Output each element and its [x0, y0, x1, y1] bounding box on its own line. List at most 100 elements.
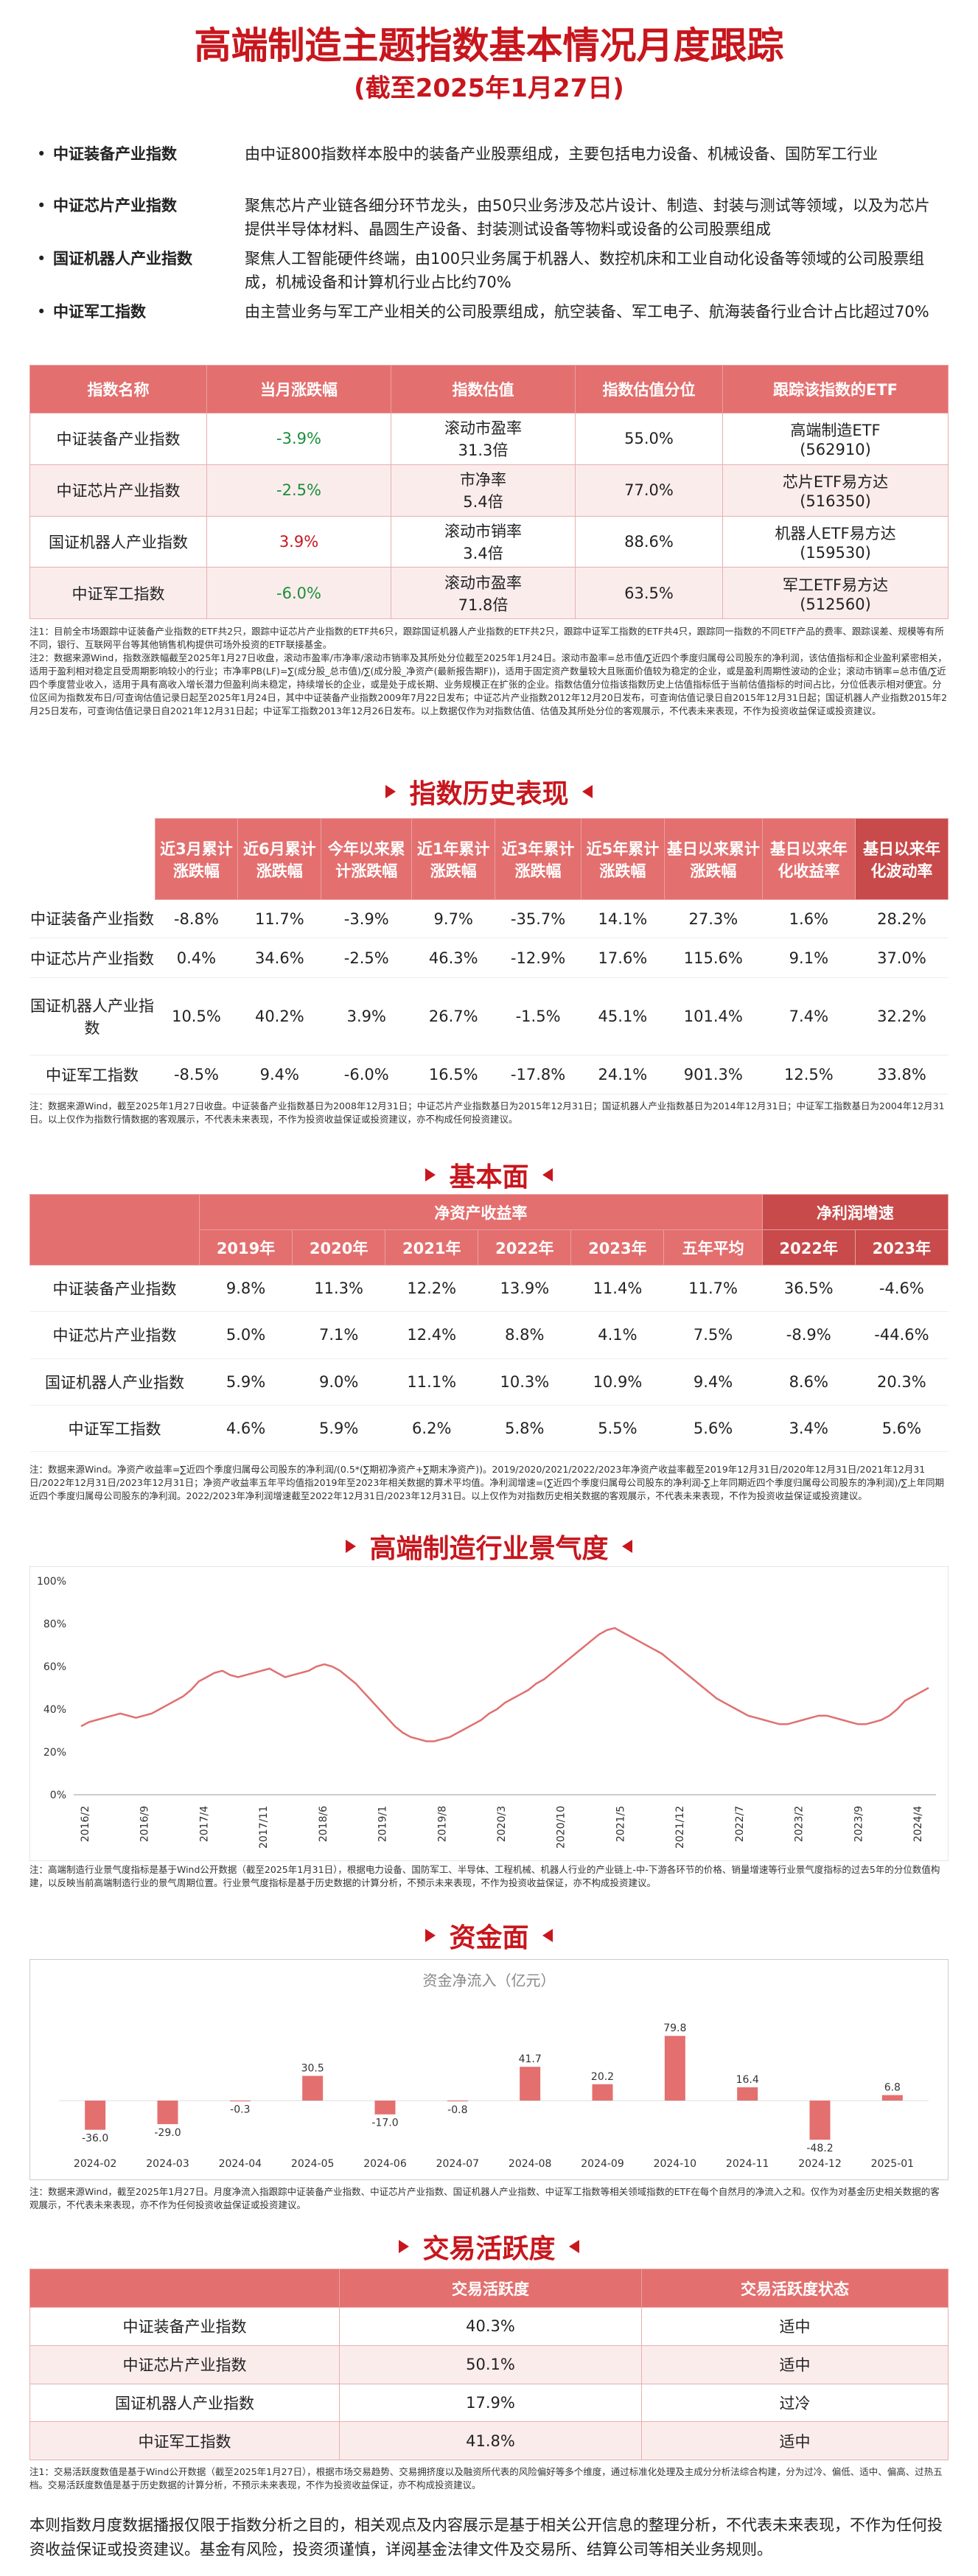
table-row: 中证芯片产业指数 5.0% 7.1% 12.4% 8.8% 4.1% 7.5% -8.9% -4… [29, 1311, 949, 1359]
section-activity: 交易活跃度 [0, 2227, 978, 2266]
bar-value-label: 20.2 [591, 2071, 614, 2083]
x-tick-label: 2024-07 [436, 2158, 480, 2170]
fundamentals-note: 注：数据来源Wind。净资产收益率=∑近四个季度归属母公司股东的净利润/(0.5… [29, 1464, 945, 1501]
x-tick-label: 2019/8 [436, 1806, 448, 1842]
table-row: 中证芯片产业指数 0.4% 34.6% -2.5% 46.3% -12.9% 17.6% 11… [29, 938, 949, 978]
bar-value-label: 79.8 [663, 2022, 686, 2034]
x-tick-label: 2024-10 [654, 2158, 697, 2170]
x-tick-label: 2023/2 [794, 1806, 806, 1842]
bar-value-label: -36.0 [82, 2133, 108, 2145]
intro-name: 中证军工指数 [53, 303, 146, 321]
x-tick-label: 2024-03 [146, 2158, 189, 2170]
y-tick-label: 0% [50, 1790, 66, 1801]
section-title: 基本面 [449, 1162, 529, 1193]
x-tick-label: 2024-02 [74, 2158, 117, 2170]
y-tick-label: 80% [43, 1619, 66, 1630]
table-row: 国证机器人产业指数 3.9% 滚动市销率 3.4倍 88.6% 机器人ETF易方达 (159… [29, 515, 949, 568]
table-row: 中证军工指数 4.6% 5.9% 6.2% 5.8% 5.5% 5.6% 3.4% 5.6% [29, 1405, 949, 1453]
intro-name: 国证机器人产业指数 [53, 250, 192, 268]
bar-value-label: 16.4 [736, 2074, 759, 2086]
table-row: 中证军工指数 41.8% 适中 [29, 2421, 949, 2460]
col-header: 当月涨跌幅 [206, 365, 391, 413]
bar-value-label: -0.3 [230, 2104, 250, 2115]
bar [809, 2101, 831, 2140]
section-title: 指数历史表现 [409, 779, 569, 809]
intro-name: 中证装备产业指数 [53, 145, 177, 163]
valuation-table: 指数名称 当月涨跌幅 指数估值 指数估值分位 跟踪该指数的ETF 中证装备产业指… [29, 365, 949, 619]
section-flow: 资金面 [0, 1916, 978, 1955]
table-row: 国证机器人产业指数 17.9% 过冷 [29, 2383, 949, 2423]
x-tick-label: 2021/5 [615, 1806, 626, 1842]
bar-value-label: -17.0 [371, 2118, 398, 2129]
col-header: 指数估值 [391, 365, 576, 413]
table-row: 中证装备产业指数 -3.9% 滚动市盈率 31.3倍 55.0% 高端制造ETF (5629… [29, 413, 949, 465]
prosperity-note: 注：高端制造行业景气度指标是基于Wind公开数据（截至2025年1月31日），根… [29, 1864, 940, 1888]
section-fundamentals: 基本面 [0, 1156, 978, 1194]
x-tick-label: 2018/6 [318, 1806, 329, 1842]
flow-chart-title: 资金净流入（亿元） [422, 1972, 556, 1989]
section-history: 指数历史表现 [0, 772, 978, 811]
bar-value-label: 6.8 [884, 2082, 901, 2094]
table-row: 中证芯片产业指数 -2.5% 市净率 5.4倍 77.0% 芯片ETF易方达 (516350… [29, 464, 949, 517]
x-tick-label: 2016/9 [139, 1806, 151, 1842]
x-tick-label: 2021/12 [674, 1806, 686, 1849]
x-tick-label: 2024-08 [509, 2158, 552, 2170]
bar [302, 2076, 324, 2101]
x-tick-label: 2024/4 [912, 1806, 924, 1842]
x-tick-label: 2024-06 [363, 2158, 407, 2170]
bar [157, 2101, 178, 2124]
x-tick-label: 2023/9 [853, 1806, 865, 1842]
prosperity-line-chart: 0% 20% 40% 60% 80% 100% 2016/2 2016/9 2017/4 2017… [29, 1566, 949, 1861]
x-tick-label: 2022/7 [734, 1806, 746, 1842]
bar [85, 2101, 106, 2130]
page-subtitle: (截至2025年1月27日) [354, 74, 624, 103]
section-title: 资金面 [449, 1923, 529, 1953]
section-prosperity: 高端制造行业景气度 [0, 1527, 978, 1566]
flow-chart-frame: 资金净流入（亿元） [29, 1959, 949, 2180]
bar [592, 2084, 613, 2101]
intro-desc: 聚焦芯片产业链各细分环节龙头，由50只业务涉及芯片设计、制造、封装与测试等领域，… [245, 197, 930, 238]
table-row: 中证军工指数 -8.5% 9.4% -6.0% 16.5% -17.8% 24.1% 901.… [29, 1055, 949, 1095]
x-tick-label: 2017/4 [198, 1806, 210, 1842]
prosperity-series-line [80, 1627, 929, 1742]
table-row: 中证军工指数 -6.0% 滚动市盈率 71.8倍 63.5% 军工ETF易方达 (51256… [29, 567, 949, 619]
flow-note: 注：数据来源Wind，截至2025年1月27日。月度净流入指跟踪中证装备产业指数… [29, 2186, 940, 2210]
table-row: 国证机器人产业指数 10.5% 40.2% 3.9% 26.7% -1.5% 45.1% 10… [29, 977, 949, 1055]
table-row: 中证装备产业指数 40.3% 适中 [29, 2307, 949, 2346]
y-tick-label: 60% [43, 1661, 66, 1673]
x-tick-label: 2024-04 [219, 2158, 262, 2170]
table-row: 国证机器人产业指数 5.9% 9.0% 11.1% 10.3% 10.9% 9.4% 8.6%… [29, 1358, 949, 1406]
bar-value-label: -29.0 [154, 2127, 181, 2139]
x-tick-label: 2024-05 [291, 2158, 335, 2170]
table-row: 中证芯片产业指数 50.1% 适中 [29, 2345, 949, 2384]
x-tick-label: 2019/1 [377, 1806, 389, 1842]
col-header: 跟踪该指数的ETF [722, 365, 949, 413]
intro-name: 中证芯片产业指数 [53, 197, 177, 214]
x-tick-label: 2024-09 [581, 2158, 624, 2170]
bar-value-label: -0.8 [447, 2104, 467, 2116]
bar-value-label: -48.2 [806, 2143, 833, 2154]
x-tick-label: 2017/11 [258, 1806, 270, 1849]
history-table: 近3月累计涨跌幅 近6月累计涨跌幅 今年以来累计涨跌幅 近1年累计涨跌幅 近3年累计涨跌… [29, 818, 949, 1095]
y-tick-label: 20% [43, 1747, 66, 1759]
bar [520, 2067, 541, 2101]
x-tick-label: 2024-11 [726, 2158, 769, 2170]
activity-table: 交易活跃度 交易活跃度状态 中证装备产业指数 40.3% 适中 中证芯片产业指数 50.… [29, 2269, 949, 2460]
index-intro: • 中证装备产业指数 由中证800指数样本股中的装备产业股票组成，主要包括电力设备、… [29, 136, 949, 361]
activity-note: 注1：交易活跃度数值是基于Wind公开数据（截至2025年1月27日），根据市场… [29, 2466, 943, 2491]
col-header: 指数估值分位 [575, 365, 723, 413]
y-tick-label: 40% [43, 1704, 66, 1716]
intro-desc: 由主营业务与军工产业相关的公司股票组成，航空装备、军工电子、航海装备行业合计占比… [245, 303, 929, 321]
col-header: 指数名称 [29, 365, 207, 413]
history-note: 注：数据来源Wind，截至2025年1月27日收盘。中证装备产业指数基日为200… [29, 1100, 945, 1125]
fundamentals-table: 净资产收益率 净利润增速 2019年 2020年 2021年 2022年 2023年 五年平… [29, 1194, 949, 1453]
x-tick-label: 2020/3 [496, 1806, 508, 1842]
intro-desc: 聚焦人工智能硬件终端，由100只业务属于机器人、数控机床和工业自动化设备等领域的… [245, 250, 925, 291]
y-tick-label: 100% [37, 1576, 66, 1588]
x-tick-label: 2024-12 [798, 2158, 842, 2170]
disclaimer: 本则指数月度数据播报仅限于指数分析之目的，相关观点及内容展示是基于相关公开信息的… [29, 2516, 943, 2558]
page-title: 高端制造主题指数基本情况月度跟踪 [194, 24, 784, 67]
table-row: 中证装备产业指数 9.8% 11.3% 12.2% 13.9% 11.4% 11.7% 36.… [29, 1265, 949, 1313]
section-title: 交易活跃度 [422, 2234, 556, 2264]
